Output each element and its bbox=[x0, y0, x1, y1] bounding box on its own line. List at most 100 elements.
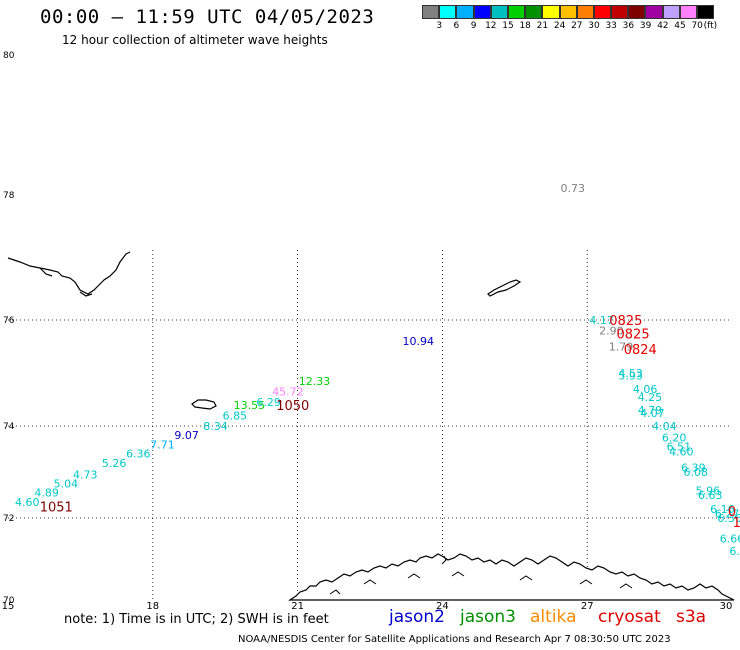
wave-height-value: 6.63 bbox=[698, 489, 723, 502]
color-swatch bbox=[456, 5, 474, 19]
color-scale-label: 6 bbox=[453, 21, 460, 31]
color-scale-label: 15 bbox=[502, 21, 514, 31]
wave-height-observations: 0.7310.944.172.901.794.535.934.064.254.7… bbox=[15, 182, 740, 558]
color-swatch bbox=[525, 5, 543, 19]
wave-height-value: 6.08 bbox=[684, 466, 709, 479]
legend-cryosat-label: cryosat bbox=[598, 607, 661, 627]
pass-time-label: 1051 bbox=[40, 501, 73, 516]
latitude-tick-label: 80 bbox=[3, 51, 15, 61]
norway-coast bbox=[288, 553, 735, 601]
wave-height-value: 13.55 bbox=[234, 399, 266, 412]
color-scale-label: 39 bbox=[639, 21, 652, 31]
pass-time-label: 0824 bbox=[624, 343, 657, 358]
hopen-island bbox=[487, 279, 522, 297]
satellite-legend-jason2: jason2 bbox=[389, 607, 445, 627]
wave-height-value: 0.73 bbox=[560, 182, 585, 195]
map-title: 00:00 – 11:59 UTC 04/05/2023 bbox=[40, 6, 375, 28]
wave-height-value: 6.36 bbox=[126, 448, 151, 461]
color-scale-label: 3 bbox=[436, 21, 443, 31]
credit-line: NOAA/NESDIS Center for Satellite Applica… bbox=[238, 634, 671, 645]
wave-height-value: 7.71 bbox=[150, 438, 175, 451]
wave-height-value: 1.79 bbox=[609, 341, 634, 354]
color-swatch bbox=[593, 5, 612, 19]
map-subtitle: 12 hour collection of altimeter wave hei… bbox=[62, 33, 328, 47]
wave-height-value: 4.73 bbox=[73, 468, 98, 481]
latitude-tick-label: 70 bbox=[3, 596, 15, 606]
legend-jason3-label: jason3 bbox=[460, 607, 516, 627]
wave-height-value: 6.20 bbox=[662, 432, 687, 445]
color-scale-label: 9 bbox=[470, 21, 477, 31]
wave-height-value: 4.60 bbox=[15, 496, 40, 509]
color-scale-label: 24 bbox=[553, 21, 566, 31]
longitude-tick-label: 15 bbox=[2, 601, 15, 612]
lat-lon-grid bbox=[8, 250, 732, 600]
wave-height-value: 5.93 bbox=[618, 370, 643, 383]
bear-island bbox=[191, 399, 217, 410]
color-swatch bbox=[662, 5, 680, 19]
wave-height-value: 8.34 bbox=[203, 420, 228, 433]
color-swatch bbox=[473, 5, 491, 19]
color-swatch bbox=[559, 5, 577, 19]
wave-height-value: 6.36 bbox=[717, 512, 740, 525]
latitude-tick-label: 76 bbox=[3, 316, 15, 326]
satellite-legend-altika: altika bbox=[530, 607, 577, 627]
wave-height-value: 6.29 bbox=[256, 396, 281, 409]
svalbard-coast bbox=[7, 251, 131, 297]
latitude-tick-label: 72 bbox=[3, 514, 14, 524]
wave-height-value: 4.06 bbox=[633, 383, 658, 396]
wave-height-value: 10.94 bbox=[403, 335, 435, 348]
wave-height-value: 4.17 bbox=[589, 314, 614, 327]
wave-height-value: 6.27 bbox=[715, 507, 740, 520]
wave-height-value: 4.25 bbox=[638, 391, 663, 404]
wave-height-value: 6.66 bbox=[720, 533, 740, 546]
pass-time-label: 1050 bbox=[276, 399, 309, 414]
color-scale-label: 27 bbox=[571, 21, 583, 31]
longitude-tick-label: 21 bbox=[291, 601, 304, 612]
color-swatch bbox=[611, 5, 629, 19]
wave-height-value: 9.07 bbox=[174, 429, 199, 442]
legend-jason2-label: jason2 bbox=[389, 607, 445, 627]
wave-height-value: 12.33 bbox=[299, 375, 331, 388]
wave-height-value: 6.85 bbox=[223, 409, 248, 422]
pass-time-label: 0825 bbox=[609, 314, 642, 329]
legend-altika-label: altika bbox=[530, 607, 577, 627]
longitude-tick-label: 30 bbox=[720, 601, 733, 612]
color-scale-label: 18 bbox=[519, 21, 531, 31]
wave-height-value: 5.26 bbox=[102, 457, 127, 470]
wave-height-value: 4.04 bbox=[652, 420, 677, 433]
color-swatch bbox=[422, 5, 440, 19]
color-swatch bbox=[576, 5, 594, 19]
color-scale-label: 36 bbox=[622, 21, 635, 31]
wave-height-value: 4.07 bbox=[640, 407, 665, 420]
latitude-tick-label: 74 bbox=[3, 422, 15, 432]
wave-height-value: 5.96 bbox=[696, 484, 721, 497]
pass-time-label: 0825 bbox=[617, 327, 650, 342]
color-scale-label: 33 bbox=[605, 21, 617, 31]
color-scale-label: 70 bbox=[691, 21, 703, 31]
color-swatch bbox=[645, 5, 663, 19]
color-scale-label: 21 bbox=[536, 21, 549, 31]
wave-height-value: 45.72 bbox=[272, 386, 304, 399]
satellite-legend-s3a: s3a bbox=[676, 607, 706, 627]
color-scale-unit: (ft) bbox=[703, 21, 718, 31]
wave-height-value: 6.51 bbox=[667, 441, 692, 454]
longitude-tick-label: 27 bbox=[581, 601, 594, 612]
wave-height-value: 6.39 bbox=[681, 461, 706, 474]
color-scale-bar bbox=[422, 5, 715, 19]
legend-s3a-label: s3a bbox=[676, 607, 707, 627]
norway-islands bbox=[329, 555, 633, 595]
color-scale-labels: 3 6 9 12 15 18 21 24 27 30 33 36 39 42 45 70 (ft) bbox=[422, 21, 740, 33]
wave-height-value: 4.53 bbox=[618, 367, 643, 380]
color-scale-label: 30 bbox=[588, 21, 600, 31]
color-swatch bbox=[679, 5, 697, 19]
color-scale-label: 12 bbox=[485, 21, 497, 31]
wave-height-value: 5.04 bbox=[54, 478, 79, 491]
latitude-tick-label: 78 bbox=[3, 191, 15, 201]
color-swatch bbox=[697, 5, 715, 19]
longitude-tick-label: 18 bbox=[146, 601, 159, 612]
satellite-legend-jason3: jason3 bbox=[460, 607, 516, 627]
color-swatch bbox=[507, 5, 526, 19]
